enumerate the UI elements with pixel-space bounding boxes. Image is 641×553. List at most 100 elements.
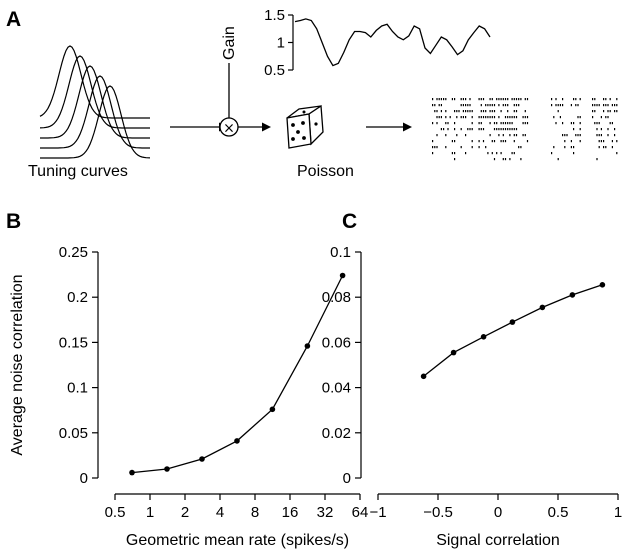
spike-mark <box>557 104 559 107</box>
spike-mark <box>436 146 438 149</box>
spike-mark <box>438 104 440 107</box>
spike-mark <box>513 152 515 155</box>
spike-mark <box>471 116 473 119</box>
spike-mark <box>507 110 509 113</box>
spike-mark <box>432 140 434 143</box>
spike-mark <box>504 128 507 131</box>
spike-mark <box>507 122 509 125</box>
spike-mark <box>522 116 524 119</box>
spike-mark <box>600 134 602 137</box>
spike-mark <box>451 152 453 155</box>
spike-mark <box>511 122 513 125</box>
spike-mark <box>478 98 480 101</box>
y-tick-label: 0 <box>80 470 88 487</box>
spike-mark <box>498 104 500 107</box>
spike-mark <box>526 116 529 119</box>
spike-mark <box>518 146 520 149</box>
spike-mark <box>502 128 504 131</box>
data-point <box>269 406 276 413</box>
spike-mark <box>471 110 473 113</box>
spike-mark <box>438 98 440 101</box>
spike-mark <box>518 104 520 107</box>
spike-mark <box>577 134 579 137</box>
spike-mark <box>493 116 496 119</box>
spike-mark <box>594 98 596 101</box>
spike-mark <box>493 110 496 113</box>
spike-mark <box>603 146 605 149</box>
spike-mark <box>511 116 513 119</box>
spike-mark <box>509 128 511 131</box>
spike-mark <box>579 122 581 125</box>
poisson-label: Poisson <box>297 163 354 180</box>
panel-letter-c: C <box>342 210 357 233</box>
spike-mark <box>575 104 577 107</box>
spike-mark <box>509 122 511 125</box>
spike-mark <box>509 158 511 161</box>
spike-mark <box>524 116 526 119</box>
spike-mark <box>511 98 513 101</box>
spike-mark <box>491 110 493 113</box>
spike-mark <box>469 98 471 101</box>
spike-mark <box>616 110 618 113</box>
spike-mark <box>513 140 515 143</box>
spike-mark <box>469 104 471 107</box>
gain-y-tick-label: 1.5 <box>264 7 285 24</box>
spike-mark <box>480 110 482 113</box>
spike-mark <box>573 122 575 125</box>
y-tick-label: 0.08 <box>322 289 351 306</box>
spike-mark <box>502 140 504 143</box>
spike-mark <box>573 152 575 155</box>
spike-mark <box>487 152 489 155</box>
spike-mark <box>496 128 498 131</box>
spike-mark <box>432 104 434 107</box>
spike-mark <box>478 122 480 125</box>
y-tick-label: 0.06 <box>322 334 351 351</box>
spike-mark <box>454 98 456 101</box>
spike-mark <box>592 116 594 119</box>
spike-mark <box>440 110 442 113</box>
spike-mark <box>454 128 456 131</box>
spike-mark <box>594 104 596 107</box>
panel-letter-b: B <box>6 210 21 233</box>
x-tick-label: 4 <box>216 504 224 521</box>
spike-mark <box>577 116 579 119</box>
spike-mark <box>504 98 507 101</box>
spike-mark <box>596 158 598 161</box>
spike-mark <box>465 152 467 155</box>
spike-mark <box>493 158 496 161</box>
spike-mark <box>485 104 487 107</box>
spike-mark <box>500 110 502 113</box>
spike-mark <box>579 134 581 137</box>
spike-mark <box>553 116 555 119</box>
series-line <box>423 284 603 377</box>
spike-mark <box>436 98 438 101</box>
spike-mark <box>460 98 462 101</box>
gain-y-tick-label: 1 <box>277 35 285 52</box>
spike-mark <box>526 98 529 101</box>
data-point <box>539 304 546 311</box>
spike-mark <box>616 98 618 101</box>
spike-mark <box>551 152 553 155</box>
spike-mark <box>592 98 594 101</box>
spike-mark <box>594 122 596 125</box>
spike-mark <box>603 98 605 101</box>
spike-mark <box>524 110 526 113</box>
spike-mark <box>603 110 605 113</box>
spike-mark <box>522 122 524 125</box>
spike-mark <box>509 134 511 137</box>
spike-mark <box>485 116 487 119</box>
spike-mark <box>460 104 462 107</box>
spike-mark <box>498 128 500 131</box>
x-tick-label: 8 <box>251 504 259 521</box>
spike-mark <box>460 116 462 119</box>
spike-mark <box>478 128 480 131</box>
dice-pip <box>314 122 318 126</box>
spike-mark <box>564 134 566 137</box>
spike-mark <box>454 158 456 161</box>
spike-mark <box>440 104 442 107</box>
spike-mark <box>511 152 513 155</box>
spike-raster <box>432 98 618 161</box>
spike-mark <box>507 128 509 131</box>
spike-mark <box>555 122 557 125</box>
spike-mark <box>482 98 485 101</box>
